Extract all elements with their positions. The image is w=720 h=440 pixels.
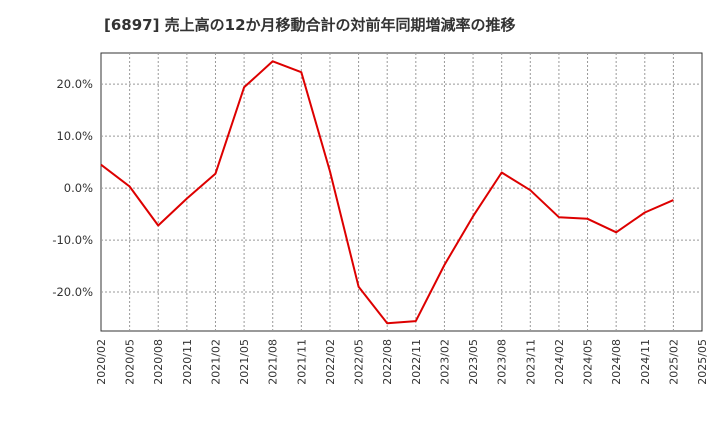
x-tick-label: 2021/02 [209,339,222,385]
x-tick-label: 2024/08 [610,339,623,385]
x-tick-label: 2020/05 [124,339,137,385]
x-tick-label: 2022/02 [324,339,337,385]
x-tick-label: 2024/11 [639,339,652,385]
x-tick-label: 2024/05 [582,339,595,385]
x-tick-label: 2022/11 [410,339,423,385]
x-tick-label: 2023/11 [524,339,537,385]
y-gridlines [101,83,702,293]
x-tick-label: 2023/05 [467,339,480,385]
x-tick-label: 2025/02 [667,339,680,385]
series-layer [100,60,674,325]
x-tick-label: 2023/02 [438,339,451,385]
y-axis-labels: 20.0% 10.0% 0.0% -10.0% -20.0% [52,77,93,299]
x-tick-label: 2021/11 [295,339,308,385]
x-tick-label: 2020/08 [152,339,165,385]
x-tick-label: 2021/05 [238,339,251,385]
y-tick-label: 20.0% [56,77,93,91]
x-tick-label: 2022/05 [353,339,366,385]
x-tick-label: 2024/02 [553,339,566,385]
x-tick-label: 2021/08 [267,339,280,385]
y-tick-label: -20.0% [52,285,93,299]
x-tick-label: 2023/08 [496,339,509,385]
y-tick-label: -10.0% [52,233,93,247]
plot-area [100,52,703,332]
x-tick-label: 2022/08 [381,339,394,385]
x-axis-labels: 2020/02 2020/05 2020/08 2020/11 2021/02 2021/… [95,339,709,385]
series-line [100,60,674,325]
chart-title: [6897] 売上高の12か月移動合計の対前年同期増減率の推移 [104,16,516,34]
x-tick-label: 2020/11 [181,339,194,385]
x-tick-label: 2025/05 [696,339,709,385]
x-tick-label: 2020/02 [95,339,108,385]
y-tick-label: 10.0% [56,129,93,143]
y-tick-label: 0.0% [64,181,93,195]
